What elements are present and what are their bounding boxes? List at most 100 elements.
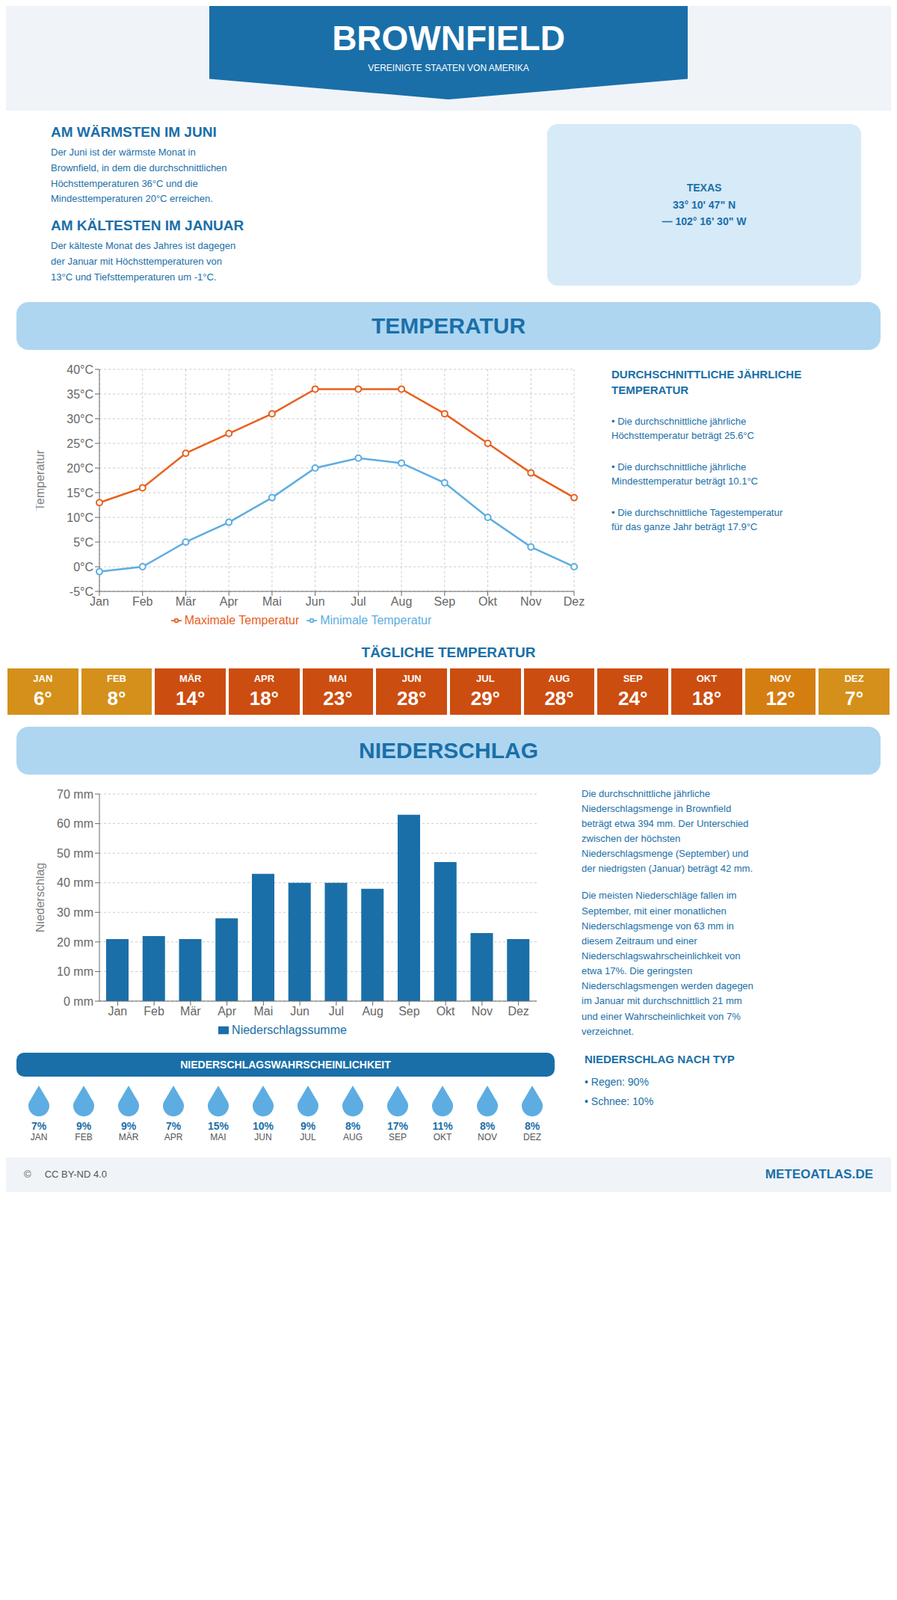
- svg-text:20 mm: 20 mm: [56, 935, 94, 948]
- html-text:• Die durchschnittliche Tagest: • Die durchschnittliche Tagestemperatur …: [611, 506, 783, 533]
- svg-text:Apr: Apr: [219, 595, 240, 608]
- svg-text:Jun: Jun: [305, 595, 326, 608]
- html-text:Minimale Temperatur: Minimale Temperatur: [320, 613, 432, 627]
- html-text:• Die durchschnittliche jährli: • Die durchschnittliche jährliche Mindes…: [611, 460, 758, 487]
- svg-text:40°C: 40°C: [66, 362, 94, 376]
- svg-text:Dez: Dez: [507, 1004, 529, 1018]
- svg-text:Aug: Aug: [361, 1004, 383, 1018]
- html-text:• Regen: 90%: • Regen: 90%: [584, 1075, 649, 1088]
- svg-text:60 mm: 60 mm: [56, 817, 94, 830]
- html-text:MAI: MAI: [328, 672, 347, 684]
- html-text:AM WÄRMSTEN IM JUNI: AM WÄRMSTEN IM JUNI: [50, 124, 217, 140]
- svg-text:Feb: Feb: [132, 595, 154, 608]
- svg-text:35°C: 35°C: [66, 387, 94, 400]
- html-text:12°: 12°: [765, 686, 796, 710]
- html-text:JAN: JAN: [33, 672, 53, 684]
- svg-text:5°C: 5°C: [73, 535, 94, 548]
- svg-text:Jan: Jan: [89, 594, 110, 608]
- html-text:Niederschlagssumme: Niederschlagssumme: [231, 1023, 347, 1036]
- html-text:Der Juni ist der wärmste Monat: Der Juni ist der wärmste Monat in Brownf…: [50, 146, 227, 205]
- svg-text:30°C: 30°C: [66, 411, 94, 425]
- svg-text:0 mm: 0 mm: [63, 994, 94, 1007]
- html-text:JUL: JUL: [476, 672, 495, 684]
- html-text:JUN: JUN: [401, 672, 422, 684]
- html-text:14°: 14°: [175, 686, 206, 710]
- html-text:MÄR: MÄR: [179, 672, 202, 684]
- html-text:TÄGLICHE TEMPERATUR: TÄGLICHE TEMPERATUR: [361, 644, 536, 660]
- html-text:18°: 18°: [691, 686, 722, 710]
- svg-text:10°C: 10°C: [66, 510, 94, 524]
- html-text:28°: 28°: [396, 686, 427, 710]
- html-text:6°: 6°: [33, 686, 53, 710]
- svg-text:Nov: Nov: [520, 595, 542, 608]
- html-text:FEB: FEB: [106, 672, 127, 684]
- svg-text:Mai: Mai: [262, 595, 282, 608]
- html-text:8%: 8%: [524, 1119, 540, 1132]
- svg-text:Temperatur: Temperatur: [35, 449, 47, 511]
- html-text:Die durchschnittliche jährlich: Die durchschnittliche jährliche Niedersc…: [581, 787, 753, 875]
- svg-text:Feb: Feb: [143, 1004, 165, 1018]
- html-text:AUG: AUG: [548, 672, 570, 684]
- svg-text:Sep: Sep: [434, 595, 456, 608]
- svg-text:Okt: Okt: [436, 1004, 456, 1018]
- html-text:24°: 24°: [618, 686, 648, 710]
- svg-text:Jun: Jun: [290, 1004, 310, 1018]
- svg-text:20°C: 20°C: [66, 461, 94, 474]
- svg-text:Jan: Jan: [107, 1004, 128, 1018]
- svg-text:Aug: Aug: [390, 595, 412, 608]
- html-text:28°: 28°: [544, 686, 574, 710]
- html-text:7°: 7°: [844, 686, 864, 710]
- html-text:TEXAS 33° 10' 47" N — 102° 16': TEXAS 33° 10' 47" N — 102° 16' 30" W: [661, 181, 747, 228]
- html-text:8%: 8%: [479, 1119, 495, 1132]
- html-text:DURCHSCHNITTLICHE JÄHRLICHE TE: DURCHSCHNITTLICHE JÄHRLICHE TEMPERATUR: [611, 367, 802, 396]
- html-text:NIEDERSCHLAG: NIEDERSCHLAG: [358, 737, 539, 763]
- html-text:Der kälteste Monat des Jahres: Der kälteste Monat des Jahres ist dagege…: [50, 240, 236, 283]
- svg-text:10 mm: 10 mm: [56, 965, 94, 978]
- html-text:15%: 15%: [207, 1119, 229, 1132]
- html-text:APR: APR: [253, 672, 275, 684]
- html-text:9%: 9%: [121, 1119, 137, 1132]
- html-text:AM KÄLTESTEN IM JANUAR: AM KÄLTESTEN IM JANUAR: [50, 217, 244, 234]
- html-text:9%: 9%: [76, 1119, 92, 1132]
- svg-text:30 mm: 30 mm: [56, 905, 94, 919]
- html-text:7%: 7%: [165, 1119, 181, 1132]
- svg-text:Nov: Nov: [471, 1004, 493, 1018]
- html-text:NIEDERSCHLAG NACH TYP: NIEDERSCHLAG NACH TYP: [584, 1052, 735, 1065]
- html-text:Maximale Temperatur: Maximale Temperatur: [184, 613, 300, 627]
- html-text:23°: 23°: [323, 686, 353, 710]
- svg-text:Mär: Mär: [180, 1004, 202, 1018]
- svg-text:40 mm: 40 mm: [56, 876, 94, 889]
- svg-text:0°C: 0°C: [73, 559, 94, 573]
- html-text:VEREINIGTE STAATEN VON AMERIKA: VEREINIGTE STAATEN VON AMERIKA: [367, 62, 530, 74]
- html-text:11%: 11%: [432, 1119, 453, 1132]
- html-text:METEOATLAS.DE: METEOATLAS.DE: [765, 1166, 874, 1181]
- html-text:8°: 8°: [107, 686, 126, 710]
- svg-text:70 mm: 70 mm: [56, 787, 94, 800]
- svg-text:15°C: 15°C: [66, 485, 94, 499]
- html-text:TEMPERATUR: TEMPERATUR: [371, 312, 526, 338]
- svg-text:Okt: Okt: [478, 595, 498, 608]
- html-text:7%: 7%: [31, 1119, 47, 1132]
- html-text:29°: 29°: [470, 686, 501, 710]
- svg-text:Mär: Mär: [175, 595, 197, 608]
- svg-text:Sep: Sep: [398, 1004, 421, 1018]
- svg-text:Jul: Jul: [350, 595, 366, 608]
- html-text:• Schnee: 10%: • Schnee: 10%: [584, 1094, 654, 1107]
- svg-text:Dez: Dez: [563, 595, 585, 608]
- svg-text:Mai: Mai: [253, 1004, 273, 1018]
- html-text:17%: 17%: [387, 1119, 409, 1132]
- svg-text:50 mm: 50 mm: [56, 846, 94, 859]
- svg-text:Apr: Apr: [217, 1004, 237, 1018]
- html-text:8%: 8%: [345, 1119, 361, 1132]
- html-text:10%: 10%: [252, 1119, 274, 1132]
- svg-text:Jul: Jul: [328, 1004, 344, 1018]
- svg-text:25°C: 25°C: [66, 436, 94, 450]
- html-text:18°: 18°: [249, 686, 279, 710]
- svg-text:-5°C: -5°C: [69, 584, 94, 598]
- html-text:Die meisten Niederschläge fall: Die meisten Niederschläge fallen im Sept…: [581, 889, 754, 1037]
- html-text:9%: 9%: [300, 1119, 316, 1132]
- html-text:• Die durchschnittliche jährli: • Die durchschnittliche jährliche Höchst…: [611, 415, 755, 442]
- html-text:NIEDERSCHLAGSWAHRSCHEINLICHKEI: NIEDERSCHLAGSWAHRSCHEINLICHKEIT: [180, 1058, 391, 1071]
- html-text:BROWNFIELD: BROWNFIELD: [331, 18, 566, 58]
- svg-text:Niederschlag: Niederschlag: [35, 861, 47, 932]
